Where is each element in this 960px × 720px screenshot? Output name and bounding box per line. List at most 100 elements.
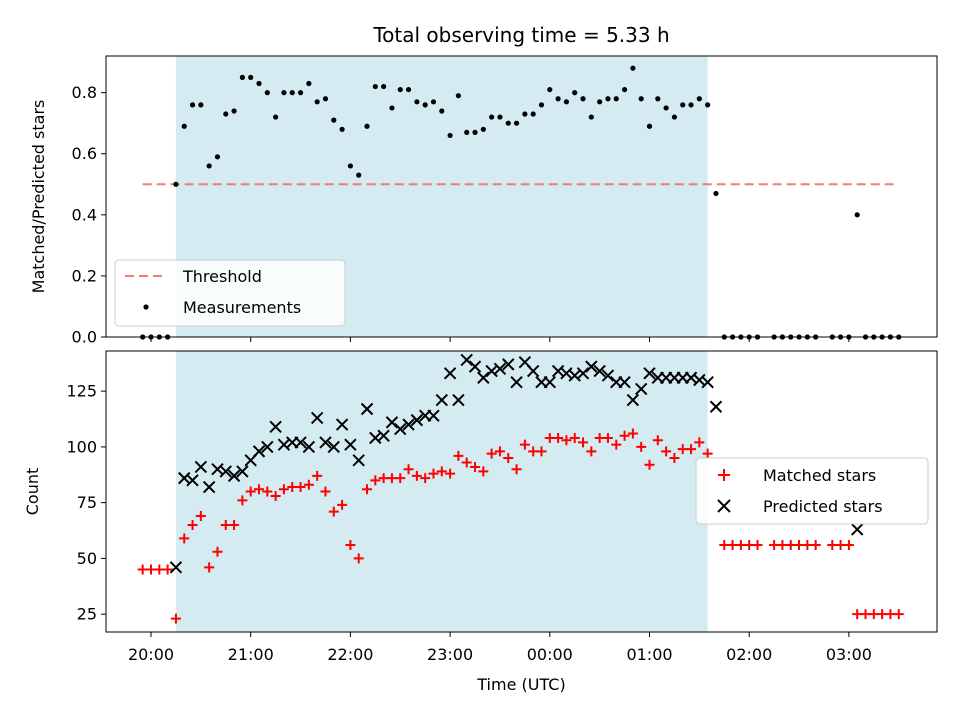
top-legend-box	[114, 259, 346, 327]
measurement-point	[422, 102, 428, 108]
matched-star-point	[694, 437, 705, 448]
measurement-point	[239, 74, 245, 80]
xtick-label: 22:00	[327, 645, 373, 664]
matched-star-point	[536, 446, 547, 457]
matched-star-point	[328, 506, 339, 517]
matched-star-point	[611, 439, 622, 450]
predicted-star-point	[294, 436, 307, 449]
measurement-point	[281, 90, 287, 96]
xtick-label: 00:00	[527, 645, 573, 664]
matched-star-point	[403, 464, 414, 475]
legend-measurements-label: Measurements	[183, 298, 301, 317]
measurement-point	[264, 90, 270, 96]
measurement-point	[489, 114, 495, 120]
measurement-point	[663, 105, 669, 111]
predicted-star-point	[310, 411, 324, 425]
predicted-star-point	[385, 416, 399, 429]
legend-matched-label: Matched stars	[763, 466, 876, 485]
matched-star-point	[627, 428, 638, 439]
predicted-star-point	[236, 465, 249, 478]
matched-star-point	[702, 448, 713, 459]
matched-star-point	[179, 533, 190, 544]
predicted-star-point	[169, 561, 183, 574]
measurement-point	[538, 102, 545, 108]
top-plot-frame	[105, 55, 938, 338]
predicted-star-point	[460, 353, 473, 367]
measurement-point	[680, 102, 686, 108]
measurement-point	[455, 93, 462, 99]
measurement-point	[223, 111, 229, 117]
matched-star-point	[170, 613, 181, 624]
panel-top: 0.00.20.40.60.8 Matched/Predicted stars …	[29, 55, 938, 347]
measurement-point	[688, 102, 694, 108]
xtick-label: 23:00	[427, 645, 473, 664]
matched-star-point	[353, 553, 364, 564]
matched-star-point	[312, 470, 323, 481]
matched-star-point	[411, 470, 422, 481]
measurement-point	[854, 212, 860, 218]
predicted-star-point	[452, 393, 465, 407]
measurement-point	[630, 65, 636, 71]
matched-star-point	[337, 499, 348, 510]
matched-star-point	[420, 473, 431, 484]
measurement-point	[397, 86, 403, 93]
measurement-point	[547, 86, 553, 93]
measurement-point	[189, 102, 196, 108]
predicted-star-point	[327, 440, 340, 454]
measurement-point	[572, 90, 578, 96]
measurement-point	[480, 126, 486, 132]
top-y-axis-ticks: 0.0 0.2 0.4 0.6 0.8	[72, 83, 106, 347]
predicted-star-point	[360, 402, 374, 416]
measurement-point	[273, 114, 279, 120]
measurement-point	[655, 96, 661, 102]
bottom-y-axis-ticks: 25 50 75 100 125	[66, 382, 106, 624]
measurement-point	[347, 163, 353, 169]
top-legend: Threshold Measurements	[114, 259, 346, 327]
matched-star-point	[752, 540, 763, 551]
measurement-point	[638, 96, 644, 102]
bottom-ytick-label: 100	[66, 437, 97, 456]
bottom-ytick-label: 50	[77, 549, 97, 568]
matched-star-point	[461, 457, 472, 468]
measurement-point	[356, 172, 362, 178]
matched-star-point	[212, 546, 223, 557]
predicted-star-point	[435, 393, 448, 407]
predicted-star-point	[502, 358, 515, 371]
measurement-point	[364, 123, 370, 129]
predicted-star-point	[352, 454, 365, 467]
predicted-star-point	[202, 480, 216, 494]
measurement-point	[331, 117, 337, 123]
matched-star-point	[237, 495, 248, 506]
matched-star-point	[362, 484, 373, 495]
bottom-ytick-label: 125	[66, 382, 97, 401]
predicted-star-point	[410, 413, 424, 427]
matched-star-point	[270, 490, 281, 501]
measurement-point	[214, 154, 221, 160]
predicted-star-point	[468, 360, 482, 373]
measurement-point	[389, 105, 395, 111]
matched-star-point	[320, 486, 331, 497]
predicted-star-point	[219, 465, 232, 478]
predicted-star-point	[701, 376, 714, 389]
matched-star-point	[602, 432, 613, 443]
top-ytick-label: 0.0	[72, 328, 97, 347]
predicted-star-point	[443, 367, 457, 380]
matched-star-point	[245, 486, 256, 497]
matched-star-point	[229, 519, 240, 530]
bottom-y-axis-label: Count	[23, 468, 42, 516]
top-ytick-label: 0.4	[72, 205, 97, 224]
measurement-point	[430, 99, 437, 105]
top-ytick-label: 0.8	[72, 83, 97, 102]
predicted-star-point	[269, 420, 282, 434]
measurement-point	[314, 99, 320, 105]
matched-star-point	[436, 466, 447, 477]
measurement-point	[181, 123, 187, 129]
matched-star-point	[295, 482, 306, 493]
measurement-point	[646, 123, 653, 129]
matched-star-point	[303, 479, 314, 490]
measurement-point	[621, 86, 628, 93]
predicted-star-point	[194, 460, 208, 474]
top-y-axis-label: Matched/Predicted stars	[29, 100, 48, 294]
matched-star-point	[453, 450, 464, 461]
measurement-point	[173, 181, 179, 187]
